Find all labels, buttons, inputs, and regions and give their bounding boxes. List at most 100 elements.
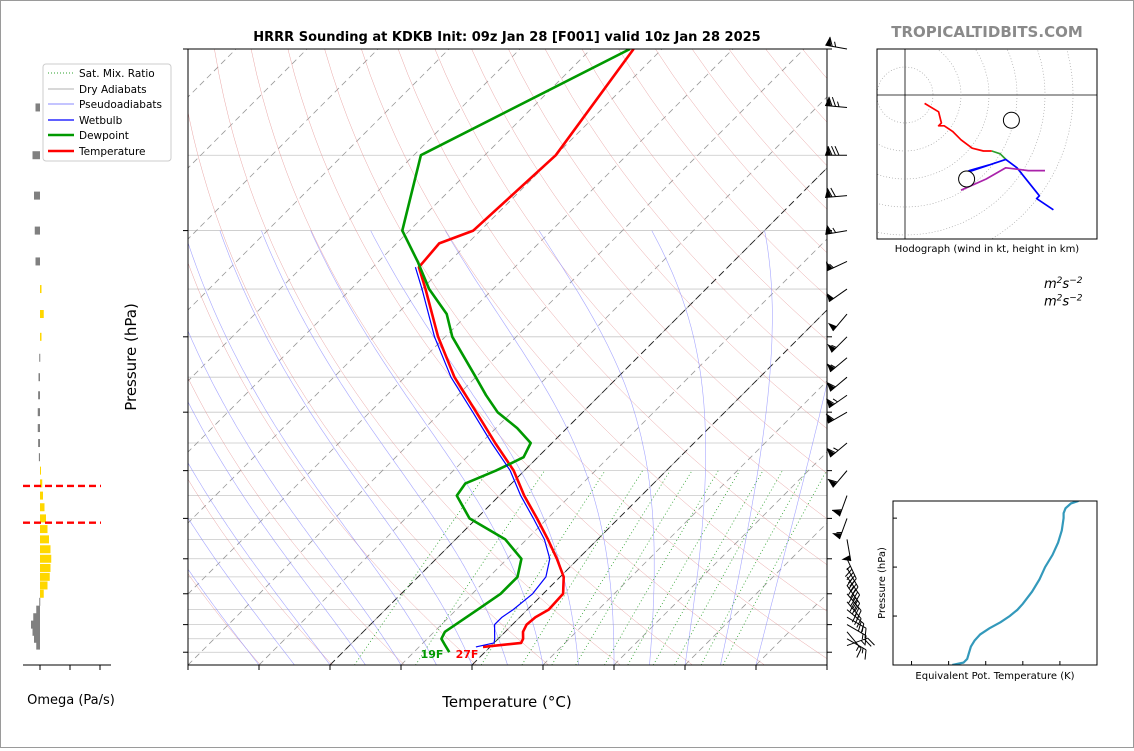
barb-flag <box>825 188 832 198</box>
wind-barb <box>846 631 862 658</box>
barb-flag <box>832 510 842 517</box>
legend-label: Dry Adiabats <box>79 84 147 96</box>
barb-flag <box>825 261 833 271</box>
barb-flag <box>827 343 836 353</box>
barb-full <box>826 382 836 388</box>
dry-adiabat-line <box>655 49 827 254</box>
barb-full <box>854 603 861 613</box>
barb-full <box>827 146 833 156</box>
hodograph-segment <box>960 166 1045 191</box>
legend-label: Pseudoadiabats <box>79 99 162 111</box>
barb-flag <box>825 146 831 156</box>
barb-full <box>847 575 856 584</box>
mix-ratio-line <box>480 470 606 665</box>
barb-flag <box>825 96 832 107</box>
barb-full <box>852 600 859 610</box>
legend-label: Sat. Mix. Ratio <box>79 68 155 80</box>
barb-full <box>856 648 862 658</box>
legend-entry-dry-adiabats: Dry Adiabats <box>48 84 147 96</box>
dry-adiabat-line <box>581 49 827 341</box>
omega-bar <box>38 391 40 400</box>
omega-bar <box>40 589 44 598</box>
reference-isotherm-line <box>471 309 827 665</box>
pseudoadiabat-line <box>188 517 295 665</box>
omega-bar <box>40 503 45 512</box>
wind-barb <box>846 637 875 647</box>
legend-label: Wetbulb <box>79 115 123 127</box>
series-line-wetbulb <box>414 267 551 648</box>
omega-bar <box>40 535 49 544</box>
barb-full <box>848 594 855 604</box>
barb-flag <box>826 448 835 458</box>
pseudoadiabat-line <box>310 230 544 665</box>
wind-barb <box>846 593 862 620</box>
barb-full <box>856 618 862 628</box>
omega-bar <box>38 373 40 382</box>
barb-half <box>836 531 842 534</box>
isotherm-line <box>188 49 592 453</box>
theta-e-profile <box>952 501 1079 665</box>
mix-ratio-line <box>551 470 671 665</box>
barb-staff <box>828 394 848 409</box>
mix-ratio-line <box>354 470 489 665</box>
skewt-background-lines <box>188 49 827 665</box>
barb-full <box>857 621 862 632</box>
barb-staff <box>846 576 861 596</box>
barb-half <box>832 398 838 403</box>
mix-ratio-line <box>674 470 783 665</box>
barb-full <box>856 610 862 620</box>
dry-adiabat-line <box>728 49 827 167</box>
wind-barb <box>826 288 848 303</box>
hodograph-marker-circle <box>1002 111 1020 129</box>
dry-adiabat-line <box>508 49 827 429</box>
barb-full <box>826 224 833 234</box>
barb-full <box>850 597 857 607</box>
sfc-dewpoint-label: 19F <box>421 648 444 661</box>
wind-barb <box>832 518 848 540</box>
legend-entry-temperature: Temperature <box>48 146 146 158</box>
theta-e-frame <box>892 500 1098 666</box>
skewt-panel: Temperature (°C) Pressure (hPa) 19F 27F … <box>42 36 875 711</box>
wind-barb <box>825 36 848 50</box>
pseudoadiabat-line <box>720 230 773 665</box>
barb-full <box>854 594 861 604</box>
wind-barb <box>846 638 867 660</box>
omega-bar <box>39 353 41 362</box>
dry-adiabat-line <box>188 573 261 665</box>
hodograph-ring <box>877 49 1046 236</box>
barb-staff <box>839 518 848 540</box>
dry-adiabat-line <box>544 49 827 385</box>
barb-full <box>830 187 836 197</box>
wind-barb <box>825 260 848 272</box>
omega-bar <box>37 408 40 417</box>
omega-bar <box>34 634 40 643</box>
barb-full <box>827 478 838 483</box>
barb-full <box>828 96 833 107</box>
theta-e-x-label: Equivalent Pot. Temperature (K) <box>915 671 1074 682</box>
barb-half <box>860 640 866 645</box>
wind-barb <box>825 411 848 424</box>
omega-bar <box>40 525 48 534</box>
isotherm-line <box>684 522 827 665</box>
wind-barb <box>841 539 852 562</box>
barb-full <box>867 637 875 646</box>
wind-barb <box>826 442 848 458</box>
barb-staff <box>846 631 862 649</box>
omega-x-label: Omega (Pa/s) <box>27 693 115 708</box>
barb-half <box>861 633 864 640</box>
hodograph-frame <box>876 48 1098 240</box>
barb-staff <box>829 442 848 458</box>
isotherm-line <box>542 380 827 665</box>
barb-full <box>849 578 857 587</box>
barb-half <box>861 647 864 654</box>
barb-staff <box>846 624 867 637</box>
omega-bar <box>40 491 43 500</box>
stat-unit-superscript: −2 <box>1069 294 1083 304</box>
pseudoadiabat-line <box>188 568 260 665</box>
barb-half <box>846 565 851 571</box>
barb-flag <box>826 398 834 408</box>
isotherm-line <box>188 49 379 240</box>
barb-flag <box>827 322 837 331</box>
omega-bar <box>36 605 40 614</box>
omega-bar <box>32 151 40 160</box>
